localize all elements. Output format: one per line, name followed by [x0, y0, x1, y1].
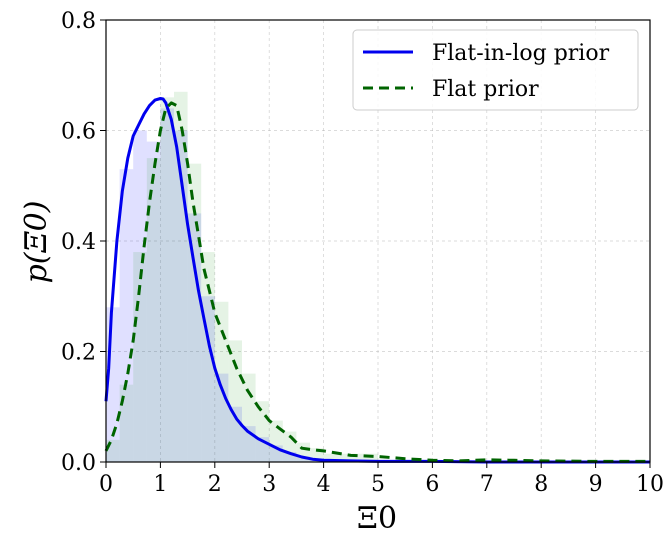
x-tick-label: 3 [262, 472, 276, 497]
legend-label: Flat-in-log prior [432, 41, 610, 66]
series-line-flat-prior [104, 101, 650, 463]
histogram-bar [269, 420, 283, 462]
y-axis-label: p(Ξ0) [19, 201, 54, 284]
series-line-flat-in-log-prior [104, 97, 650, 464]
x-tick-label: 8 [534, 472, 548, 497]
x-tick-label: 7 [480, 472, 494, 497]
histogram-bar [187, 213, 202, 462]
y-tick-label: 0.2 [61, 341, 96, 366]
histogram-bar [160, 97, 174, 462]
x-tick-label: 4 [317, 472, 331, 497]
series-lines [104, 97, 650, 464]
histograms [106, 91, 378, 463]
histogram-bar [282, 452, 297, 462]
x-axis-ticks: 0 1 2 3 4 5 6 7 8 9 10 [99, 462, 664, 497]
histogram-bar [174, 130, 188, 462]
legend-box [352, 29, 639, 111]
histogram-bar [296, 456, 310, 462]
histogram-bar [174, 91, 188, 462]
x-tick-label: 2 [208, 472, 222, 497]
x-axis-label: Ξ0 [357, 501, 397, 533]
histogram-bar [146, 141, 161, 463]
x-tick-label: 9 [589, 472, 603, 497]
histogram-bar [160, 108, 174, 463]
y-tick-label: 0.8 [61, 9, 96, 34]
x-tick-label: 5 [371, 472, 385, 497]
y-axis-ticks: 0.0 0.2 0.4 0.6 0.8 [61, 9, 106, 476]
histogram-bar [214, 301, 229, 462]
x-tick-label: 10 [636, 472, 664, 497]
histogram-bar [106, 439, 120, 462]
x-tick-label: 6 [425, 472, 439, 497]
histogram-bar [242, 373, 256, 462]
histogram-bar [323, 453, 378, 462]
histogram-bar [146, 158, 161, 462]
y-tick-label: 0.4 [61, 230, 96, 255]
histogram-bar [133, 130, 147, 462]
legend-label: Flat prior [432, 77, 539, 102]
x-tick-label: 1 [153, 472, 167, 497]
histogram-bar [119, 169, 134, 463]
legend: Flat-in-log prior Flat prior [352, 29, 639, 111]
histogram-bar [133, 252, 147, 462]
y-tick-label: 0.0 [61, 451, 96, 476]
histogram-bar [255, 401, 270, 462]
histogram-bar [201, 296, 215, 462]
histogram-bar [119, 384, 134, 462]
y-tick-label: 0.6 [61, 120, 96, 145]
histogram-bar [228, 340, 242, 462]
x-tick-label: 0 [99, 472, 113, 497]
